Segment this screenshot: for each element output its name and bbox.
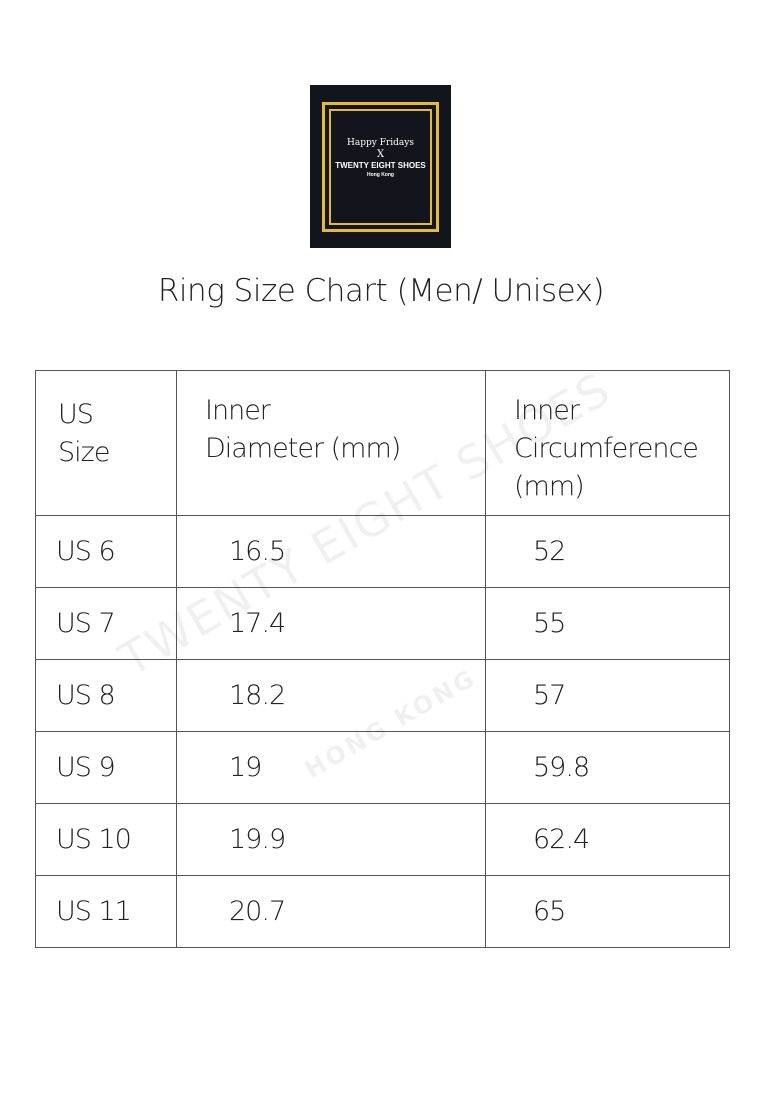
cell-size: US 11: [35, 875, 177, 948]
table-row: US 8 18.2 57: [35, 659, 730, 732]
cell-circumference: 65: [485, 875, 730, 948]
cell-circumference: 59.8: [485, 731, 730, 804]
cell-size: US 10: [35, 803, 177, 876]
header-inner-diameter: Inner Diameter (mm): [176, 370, 486, 516]
cell-diameter: 19: [176, 731, 486, 804]
cell-circumference: 62.4: [485, 803, 730, 876]
table-header-row: US Size Inner Diameter (mm) Inner Circumfer…: [35, 370, 730, 516]
brand-logo: Happy Fridays X TWENTY EIGHT SHOES Hong …: [310, 85, 451, 248]
page-title: Ring Size Chart (Men/ Unisex): [157, 273, 605, 309]
cell-circumference: 52: [485, 515, 730, 588]
logo-line: Hong Kong: [367, 172, 394, 178]
logo-line: Happy Fridays: [347, 138, 414, 148]
table-row: US 6 16.5 52: [35, 515, 730, 588]
header-us-size: US Size: [35, 370, 177, 516]
cell-diameter: 20.7: [176, 875, 486, 948]
cell-diameter: 18.2: [176, 659, 486, 732]
cell-diameter: 16.5: [176, 515, 486, 588]
table-row: US 9 19 59.8: [35, 731, 730, 804]
size-table: US Size Inner Diameter (mm) Inner Circumfer…: [35, 370, 730, 948]
cell-circumference: 57: [485, 659, 730, 732]
table-row: US 7 17.4 55: [35, 587, 730, 660]
cell-size: US 9: [35, 731, 177, 804]
header-inner-circumference: Inner Circumference (mm): [485, 370, 730, 516]
table-row: US 10 19.9 62.4: [35, 803, 730, 876]
logo-line: X: [376, 149, 385, 160]
cell-size: US 8: [35, 659, 177, 732]
cell-size: US 6: [35, 515, 177, 588]
cell-diameter: 17.4: [176, 587, 486, 660]
cell-circumference: 55: [485, 587, 730, 660]
logo-frame: [322, 102, 439, 232]
cell-diameter: 19.9: [176, 803, 486, 876]
logo-line: TWENTY EIGHT SHOES: [335, 161, 426, 170]
cell-size: US 7: [35, 587, 177, 660]
table-row: US 11 20.7 65: [35, 875, 730, 948]
